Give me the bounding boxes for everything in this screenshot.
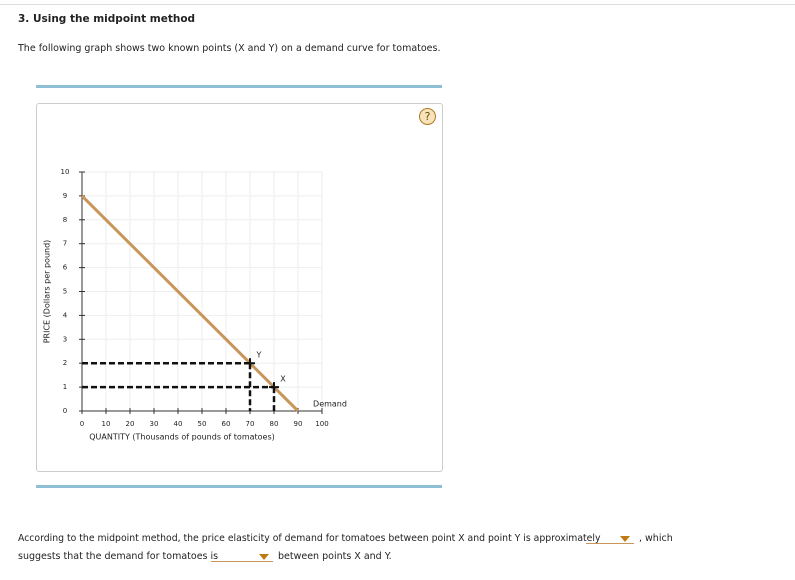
x-tick-label: 30: [150, 420, 159, 428]
x-tick-label: 40: [174, 420, 183, 428]
point-marker: [269, 382, 279, 393]
point-label: X: [280, 375, 286, 384]
question-text: According to the midpoint method, the pr…: [18, 533, 601, 544]
y-tick-label: 1: [63, 383, 67, 391]
y-tick-label: 2: [63, 359, 67, 367]
y-tick-label: 0: [63, 407, 67, 415]
x-tick-label: 10: [102, 420, 111, 428]
y-tick-label: 10: [61, 168, 70, 176]
question-title: 3. Using the midpoint method: [18, 13, 196, 25]
x-tick-label: 80: [270, 420, 279, 428]
x-tick-label: 20: [126, 420, 135, 428]
y-tick-label: 8: [63, 216, 67, 224]
y-tick-label: 9: [63, 192, 67, 200]
divider: [36, 485, 442, 488]
intro-text: The following graph shows two known poin…: [18, 43, 441, 54]
x-tick-label: 60: [222, 420, 231, 428]
y-tick-label: 7: [63, 240, 67, 248]
demand-curve: [80, 194, 300, 413]
x-tick-label: 50: [198, 420, 207, 428]
top-rule: [0, 4, 795, 5]
y-tick-label: 3: [63, 335, 67, 343]
x-tick-label: 0: [80, 420, 84, 428]
series-label: Demand: [313, 400, 347, 409]
dropdown[interactable]: [211, 551, 273, 562]
x-tick-label: 100: [315, 420, 328, 428]
question-text: , which: [639, 533, 673, 544]
question-text: between points X and Y.: [278, 551, 392, 562]
x-axis-title: QUANTITY (Thousands of pounds of tomatoe…: [89, 433, 275, 442]
y-tick-label: 5: [63, 288, 67, 296]
y-axis-title: PRICE (Dollars per pound): [43, 240, 52, 344]
y-tick-label: 4: [63, 311, 68, 319]
y-tick-label: 6: [63, 264, 68, 272]
help-button[interactable]: ?: [419, 108, 436, 125]
x-tick-label: 90: [294, 420, 303, 428]
dropdown[interactable]: [586, 533, 634, 544]
question-text: suggests that the demand for tomatoes is: [18, 551, 219, 562]
point-marker: [245, 358, 255, 369]
divider: [36, 85, 442, 88]
point-label: Y: [256, 351, 262, 360]
x-tick-label: 70: [246, 420, 255, 428]
graph-panel: [36, 103, 443, 472]
